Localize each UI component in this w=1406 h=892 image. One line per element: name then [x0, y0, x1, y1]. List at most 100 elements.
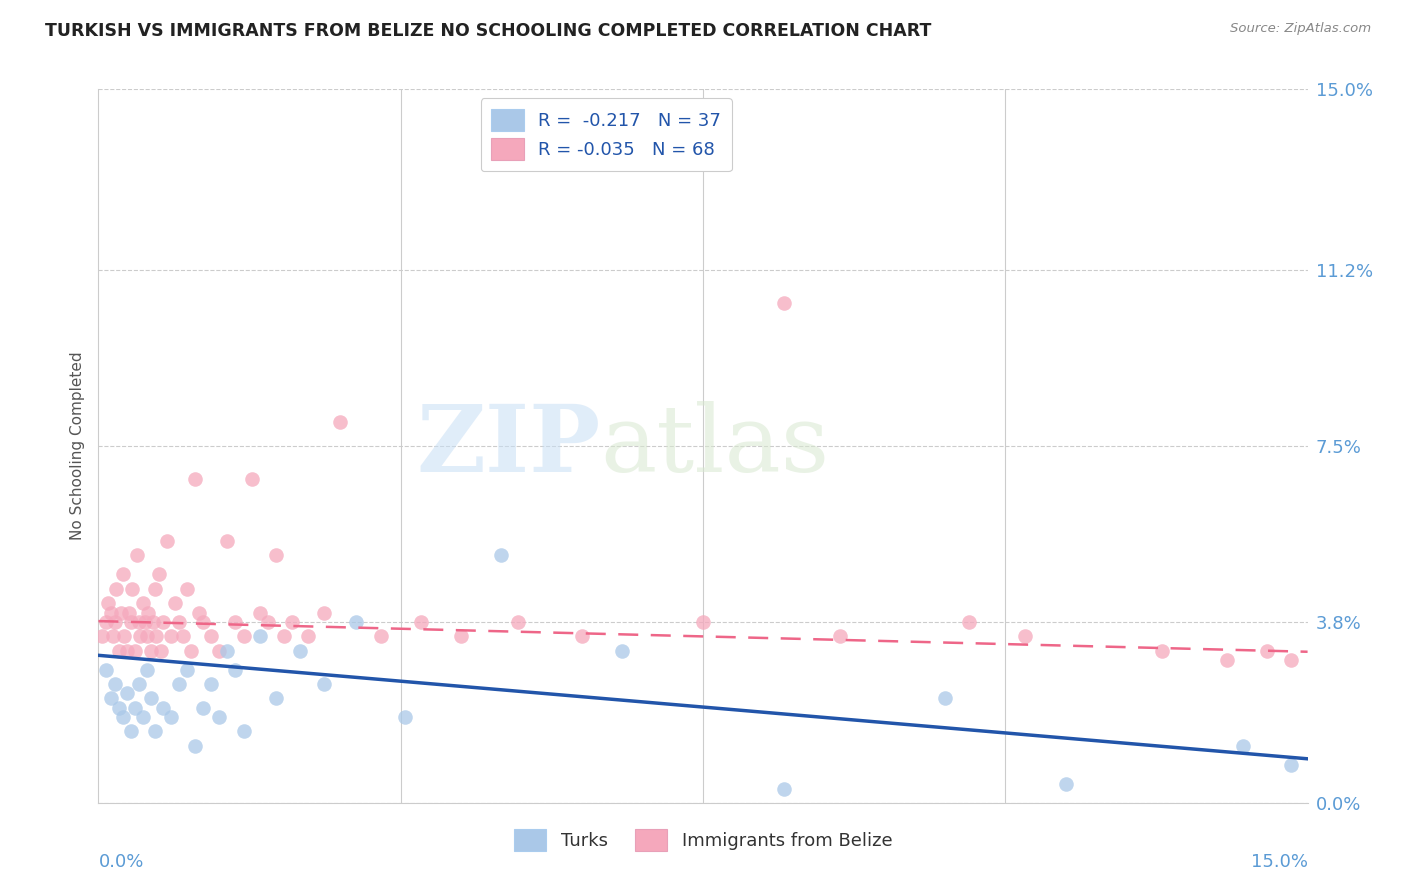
Point [100, 691, 122, 706]
Point [172, 629, 194, 643]
Point [288, 643, 311, 657]
Point [571, 629, 593, 643]
Point [1232, 739, 1254, 753]
Point [200, 629, 222, 643]
Point [138, 606, 160, 620]
Point [160, 710, 183, 724]
Point [409, 615, 432, 629]
Point [184, 739, 207, 753]
Point [256, 615, 278, 629]
Point [297, 629, 319, 643]
Text: 15.0%: 15.0% [1250, 853, 1308, 871]
Point [148, 567, 170, 582]
Point [139, 691, 162, 706]
Point [450, 629, 472, 643]
Point [224, 663, 246, 677]
Point [156, 534, 179, 549]
Point [101, 629, 124, 643]
Point [124, 700, 146, 714]
Point [128, 677, 150, 691]
Point [132, 710, 155, 724]
Point [1281, 757, 1303, 772]
Point [97, 596, 120, 610]
Point [176, 663, 198, 677]
Legend: Turks, Immigrants from Belize: Turks, Immigrants from Belize [506, 822, 900, 858]
Text: ZIP: ZIP [416, 401, 600, 491]
Point [152, 615, 174, 629]
Point [142, 615, 165, 629]
Point [208, 710, 231, 724]
Point [1281, 653, 1303, 667]
Point [91, 629, 114, 643]
Point [264, 549, 287, 563]
Point [249, 629, 271, 643]
Point [115, 686, 138, 700]
Point [103, 677, 125, 691]
Point [232, 629, 254, 643]
Text: atlas: atlas [600, 401, 830, 491]
Point [370, 629, 392, 643]
Point [105, 582, 128, 596]
Point [134, 615, 156, 629]
Point [132, 596, 155, 610]
Point [107, 643, 129, 657]
Point [167, 677, 190, 691]
Point [224, 615, 246, 629]
Point [135, 629, 157, 643]
Point [110, 606, 132, 620]
Point [314, 677, 336, 691]
Point [111, 710, 134, 724]
Text: Source: ZipAtlas.com: Source: ZipAtlas.com [1230, 22, 1371, 36]
Point [115, 643, 138, 657]
Point [934, 691, 956, 706]
Point [128, 615, 150, 629]
Point [249, 606, 271, 620]
Point [200, 677, 222, 691]
Point [1216, 653, 1239, 667]
Point [1014, 629, 1036, 643]
Point [112, 629, 135, 643]
Point [772, 781, 794, 796]
Point [127, 549, 149, 563]
Point [692, 615, 714, 629]
Point [344, 615, 367, 629]
Point [121, 582, 143, 596]
Point [329, 415, 352, 429]
Point [273, 629, 295, 643]
Point [111, 567, 134, 582]
Point [193, 700, 215, 714]
Point [1152, 643, 1174, 657]
Point [96, 663, 118, 677]
Point [143, 724, 166, 739]
Point [143, 582, 166, 596]
Point [1256, 643, 1278, 657]
Text: TURKISH VS IMMIGRANTS FROM BELIZE NO SCHOOLING COMPLETED CORRELATION CHART: TURKISH VS IMMIGRANTS FROM BELIZE NO SCH… [45, 22, 931, 40]
Point [394, 710, 416, 724]
Point [120, 724, 142, 739]
Point [176, 582, 198, 596]
Point [240, 472, 263, 486]
Point [217, 534, 239, 549]
Point [264, 691, 287, 706]
Point [129, 629, 152, 643]
Text: 0.0%: 0.0% [98, 853, 143, 871]
Point [184, 472, 207, 486]
Point [167, 615, 190, 629]
Point [139, 643, 162, 657]
Point [828, 629, 851, 643]
Point [208, 643, 231, 657]
Point [188, 606, 211, 620]
Y-axis label: No Schooling Completed: No Schooling Completed [70, 351, 86, 541]
Point [163, 596, 186, 610]
Point [160, 629, 183, 643]
Point [772, 296, 794, 310]
Point [135, 663, 157, 677]
Point [100, 606, 122, 620]
Point [506, 615, 529, 629]
Point [107, 700, 129, 714]
Point [124, 643, 146, 657]
Point [612, 643, 634, 657]
Point [96, 615, 118, 629]
Point [180, 643, 202, 657]
Point [150, 643, 173, 657]
